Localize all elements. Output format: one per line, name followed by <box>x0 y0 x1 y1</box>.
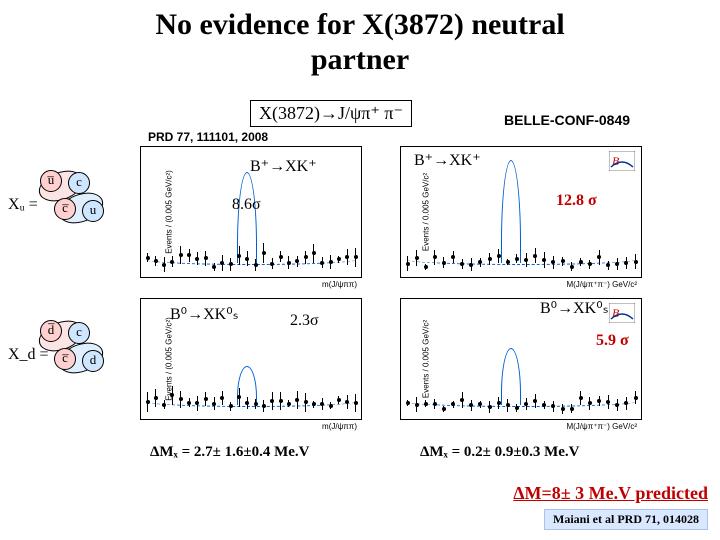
diagram-xd: X_d = d̅ c c̅ d <box>34 320 122 376</box>
annot-b0-belle: B⁰→XK⁰ₛ <box>540 298 609 318</box>
dm-left: ΔMₓ = 2.7± 1.6±0.4 Me.V <box>150 444 310 461</box>
dm-right: ΔMₓ = 0.2± 0.9±0.3 Me.V <box>420 444 580 461</box>
annot-sigma-babar-ch: 8.6σ <box>232 196 261 214</box>
belle-logo-icon: B <box>609 151 635 171</box>
predicted-text: ΔM=8± 3 Me.V predicted <box>513 483 708 504</box>
annot-bplus-xkplus-babar: B⁺→XK⁺ <box>250 156 317 176</box>
ref-belle: BELLE-CONF-0849 <box>504 112 630 128</box>
decay-formula: X(3872)→J/ψπ⁺ π⁻ <box>250 100 412 127</box>
title-line2: partner <box>0 43 720 78</box>
annot-b0-babar: B⁰→XK⁰ₛ <box>170 304 239 324</box>
diagram-xu: Xᵤ = u̅ c c̅ u <box>34 170 122 226</box>
title-line1: No evidence for X(3872) neutral <box>0 8 720 43</box>
annot-bplus-belle: B⁺→XK⁺ <box>414 150 481 170</box>
annot-sigma-belle-ch: 12.8 σ <box>556 192 597 210</box>
annot-sigma-belle-n: 5.9 σ <box>596 332 629 350</box>
belle-logo-icon: B <box>609 303 635 323</box>
maiani-ref: Maiani et al PRD 71, 014028 <box>544 509 708 530</box>
ref-babar: PRD 77, 111101, 2008 <box>148 130 268 144</box>
annot-sigma-babar-n: 2.3σ <box>290 312 319 330</box>
